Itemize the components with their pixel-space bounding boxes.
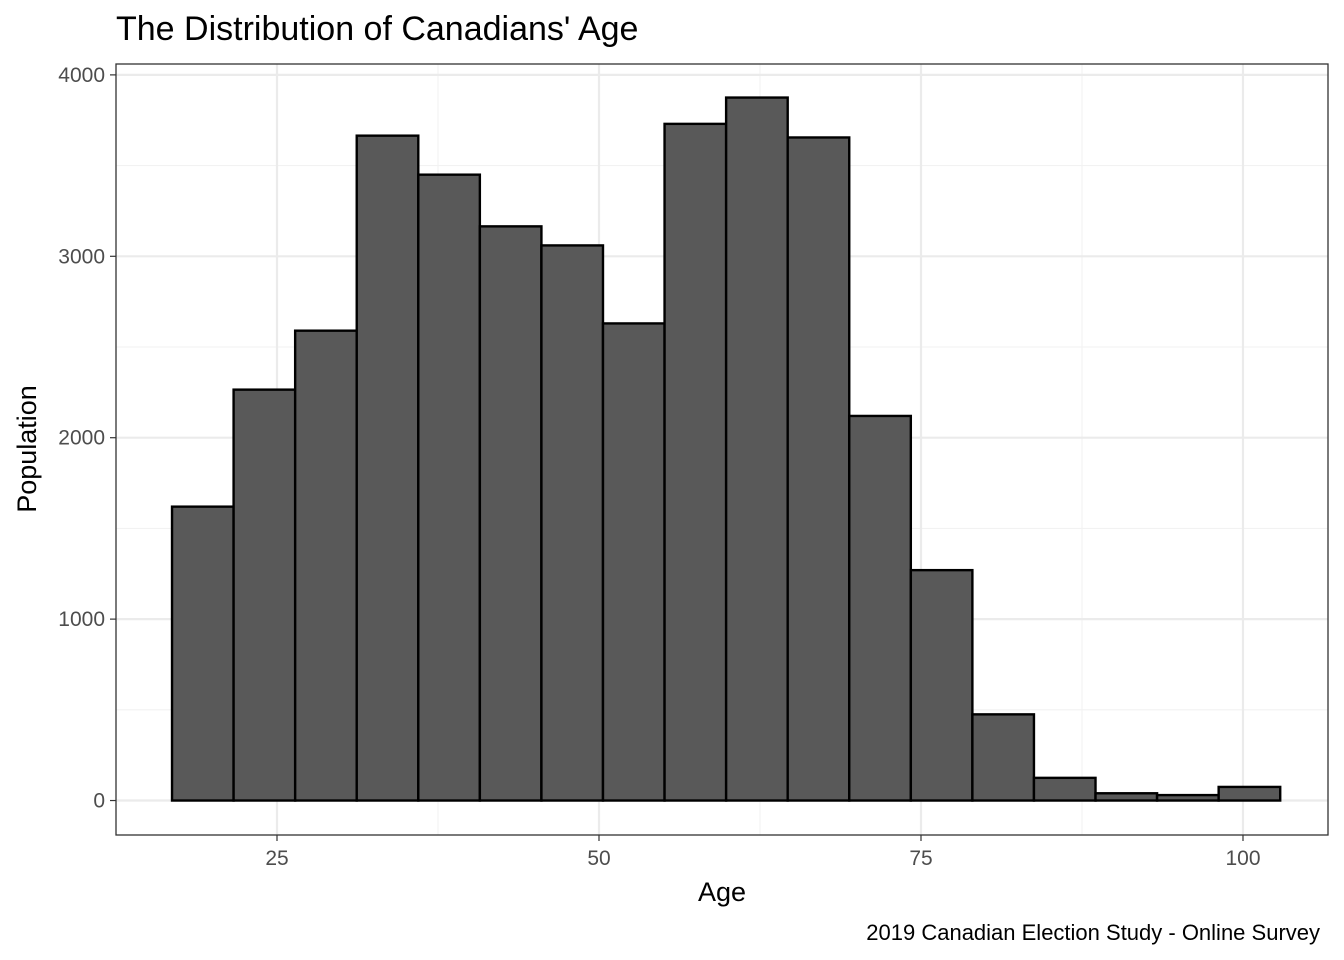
x-tick-label: 50 [587,847,610,870]
y-tick-label: 2000 [58,427,105,450]
y-tick-label: 1000 [58,608,105,631]
histogram-bar [355,134,420,802]
x-tick-label: 75 [909,847,932,870]
x-axis-title: Age [698,877,746,907]
x-tick-label: 25 [265,847,288,870]
histogram-bar [663,122,728,802]
x-axis: 25 50 75 100 [265,835,1261,870]
histogram-bar [848,414,913,802]
plot-panel-border [115,63,1329,836]
y-axis-title: Population [12,385,42,513]
histogram-bar [786,136,851,802]
histogram-bar [724,96,789,802]
y-tick-label: 4000 [58,64,105,87]
histogram-bar [170,505,235,802]
chart-caption: 2019 Canadian Election Study - Online Su… [866,920,1320,945]
chart-title: The Distribution of Canadians' Age [116,10,638,48]
histogram-bar [1155,793,1220,802]
x-tick-label: 100 [1225,847,1260,870]
histogram-bar [909,568,974,802]
histogram-bar [478,225,543,802]
histogram-bar [232,388,297,802]
y-axis: 0 1000 2000 3000 4000 [58,64,116,813]
y-tick-label: 3000 [58,245,105,268]
histogram-bars [170,96,1282,802]
histogram-bar [293,329,358,802]
histogram-bar [601,322,666,802]
histogram-bar [1217,785,1282,802]
histogram-bar [1094,792,1159,802]
histogram-bar [540,244,605,802]
y-tick-label: 0 [93,790,105,813]
histogram-bar [1032,776,1097,802]
histogram-bar [417,173,482,802]
histogram-bar [971,713,1036,802]
